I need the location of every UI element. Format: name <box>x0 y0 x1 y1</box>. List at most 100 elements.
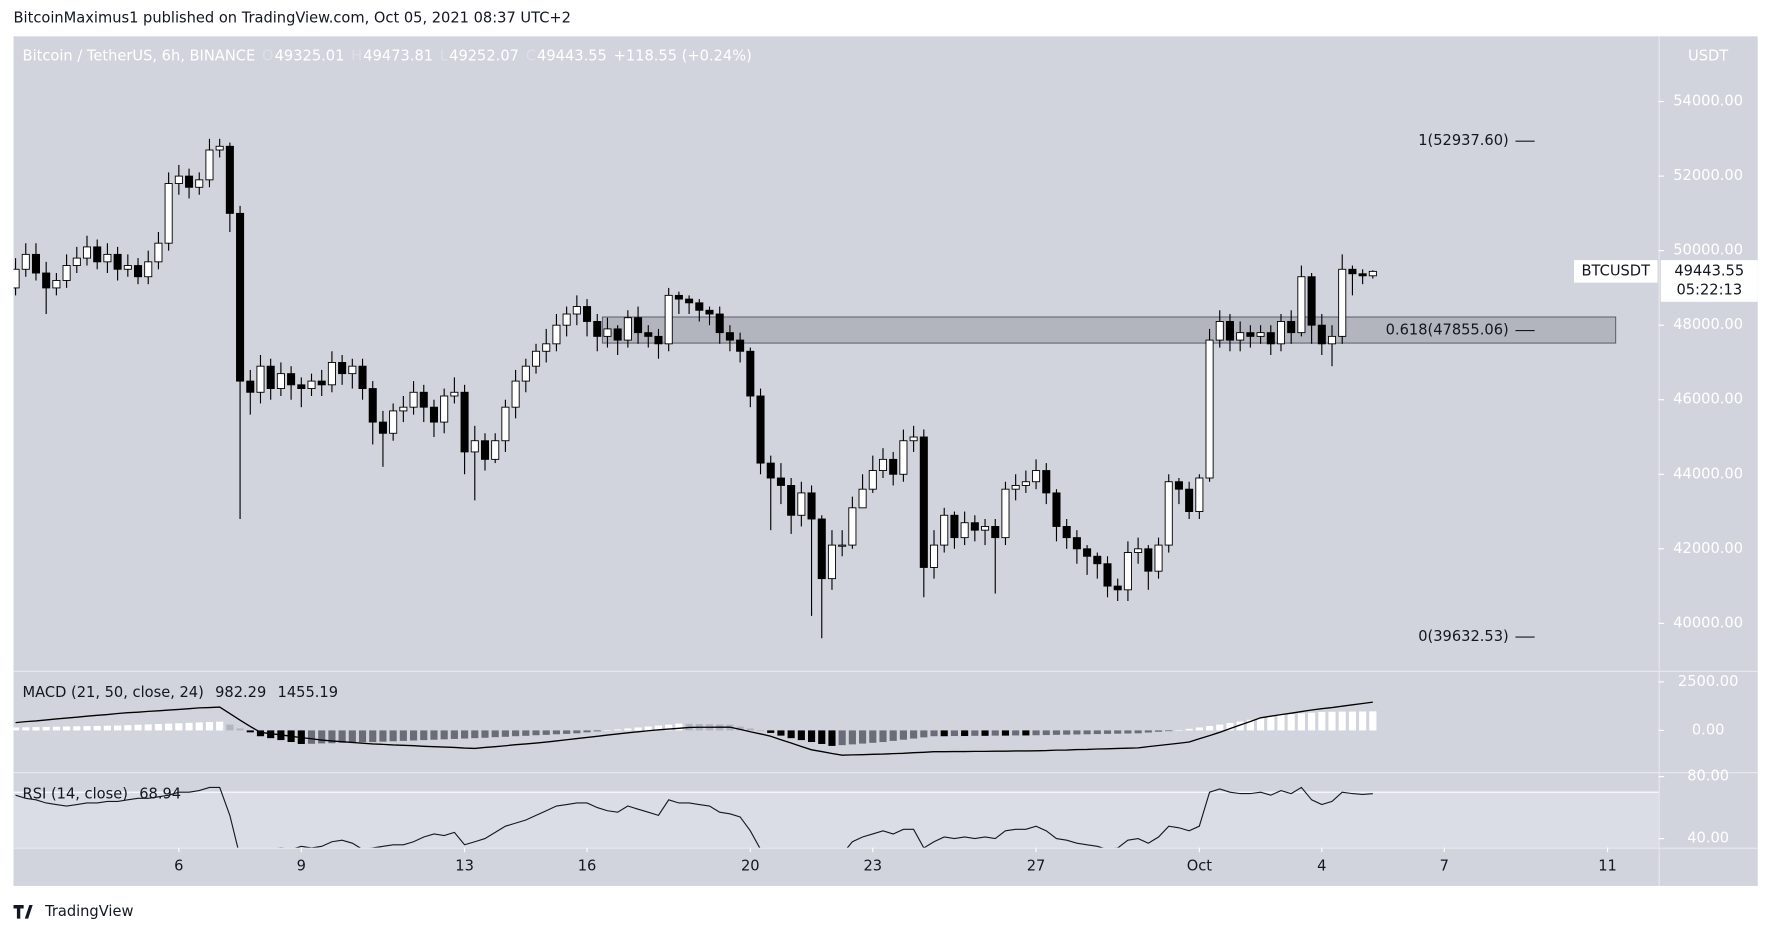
candle-body <box>276 373 285 390</box>
macd-histogram-bar <box>818 730 826 744</box>
candle-body <box>419 391 428 408</box>
macd-histogram-bar <box>1308 712 1316 731</box>
macd-histogram-bar <box>1022 730 1030 736</box>
candle-body <box>1021 481 1030 486</box>
macd-histogram-bar <box>1042 730 1050 736</box>
macd-histogram-bar <box>787 730 795 739</box>
rsi-line <box>15 786 1373 848</box>
macd-histogram-bar <box>471 730 479 739</box>
candle-body <box>1154 544 1163 572</box>
rsi-legend: RSI (14, close) 68.94 <box>23 786 182 803</box>
candle-body <box>1001 488 1010 539</box>
macd-histogram-bar <box>338 730 346 743</box>
candle-body <box>317 380 326 386</box>
macd-histogram-bar <box>634 727 642 731</box>
candle-body <box>460 391 469 453</box>
macd-histogram-bar <box>1226 723 1234 731</box>
candle-body <box>113 253 122 270</box>
candle-body <box>929 544 939 568</box>
y-tick-label: 50000.00 <box>1673 242 1743 259</box>
macd-histogram-bar <box>236 728 244 731</box>
fib-label: 0(39632.53) <box>1418 628 1508 645</box>
candle-body <box>685 298 694 304</box>
candle-body <box>501 406 510 442</box>
y-tick-label: 40.00 <box>1687 830 1729 847</box>
macd-histogram-bar <box>1257 718 1265 731</box>
candle-body <box>491 440 500 460</box>
macd-histogram-bar <box>624 728 632 731</box>
candle-body <box>1317 324 1326 345</box>
macd-histogram-bar <box>859 730 867 744</box>
macd-histogram-bar <box>420 730 428 741</box>
candle-body <box>1297 276 1306 334</box>
macd-histogram-bar <box>910 730 918 739</box>
candle-body <box>817 518 826 580</box>
macd-histogram-bar <box>532 730 540 736</box>
macd-histogram-bar <box>552 730 561 735</box>
macd-histogram-bar <box>593 730 601 732</box>
y-tick-label: 2500.00 <box>1678 673 1738 690</box>
macd-histogram-bar <box>481 730 489 738</box>
candle-body <box>134 265 143 278</box>
macd-histogram-bar <box>389 730 397 742</box>
macd-histogram-bar <box>1318 711 1326 731</box>
candle-body <box>511 380 520 408</box>
macd-histogram-bar <box>501 730 509 737</box>
candle-body <box>1174 481 1183 490</box>
candle-body <box>185 175 194 188</box>
candle-body <box>287 373 296 386</box>
candle-body <box>521 365 530 382</box>
macd-histogram-bar <box>1052 730 1061 735</box>
macd-histogram-bar <box>1175 730 1183 731</box>
y-tick-label: 0.00 <box>1692 721 1725 738</box>
rsi-value: 68.94 <box>139 786 181 803</box>
candle-body <box>215 145 224 151</box>
macd-histogram-bar <box>807 730 816 743</box>
candle-body <box>623 317 632 341</box>
macd-histogram-bar <box>1369 711 1377 731</box>
candle-body <box>1072 537 1081 550</box>
candle-body <box>1327 335 1337 345</box>
x-tick-label: 23 <box>863 858 882 875</box>
macd-histogram-bar <box>369 730 377 743</box>
macd-histogram-bar <box>675 723 683 731</box>
ticker-label: BTCUSDT <box>1582 262 1651 279</box>
macd-histogram-bar <box>430 730 438 740</box>
macd-histogram-bar <box>1124 730 1132 734</box>
macd-line <box>15 701 1373 756</box>
candle-body <box>674 294 683 300</box>
candle-body <box>878 458 888 471</box>
macd-histogram-bar <box>154 723 163 731</box>
y-tick-label: 42000.00 <box>1673 540 1743 557</box>
candle-body <box>807 492 816 520</box>
candle-body <box>480 440 490 460</box>
candle-body <box>154 242 163 263</box>
candle-body <box>246 380 255 393</box>
macd-histogram-bar <box>940 730 948 737</box>
candle-body <box>705 309 714 315</box>
macd-histogram-bar <box>409 730 418 741</box>
candle-body <box>827 544 836 580</box>
macd-histogram-bar <box>736 726 744 731</box>
candle-body <box>236 212 245 382</box>
macd-histogram-bar <box>961 730 969 737</box>
candle-body <box>970 522 979 531</box>
candle-body <box>348 365 357 375</box>
macd-histogram-bar <box>654 725 663 731</box>
macd-histogram-bar <box>13 727 20 731</box>
y-tick-label: 46000.00 <box>1673 391 1743 408</box>
macd-histogram-bar <box>1073 730 1081 735</box>
candle-body <box>1144 548 1153 572</box>
macd-histogram-bar <box>614 729 622 731</box>
macd-histogram-bar <box>103 725 111 731</box>
candle-body <box>960 522 969 539</box>
macd-histogram-bar <box>399 730 407 741</box>
last-price-box <box>1660 260 1758 302</box>
candle-body <box>103 253 112 263</box>
macd-histogram-bar <box>32 727 40 731</box>
macd-histogram-bar <box>1144 730 1152 733</box>
macd-histogram-bar <box>1246 719 1254 731</box>
candle-body <box>338 362 347 375</box>
macd-histogram-bar <box>307 730 316 744</box>
candle-body <box>613 328 622 341</box>
